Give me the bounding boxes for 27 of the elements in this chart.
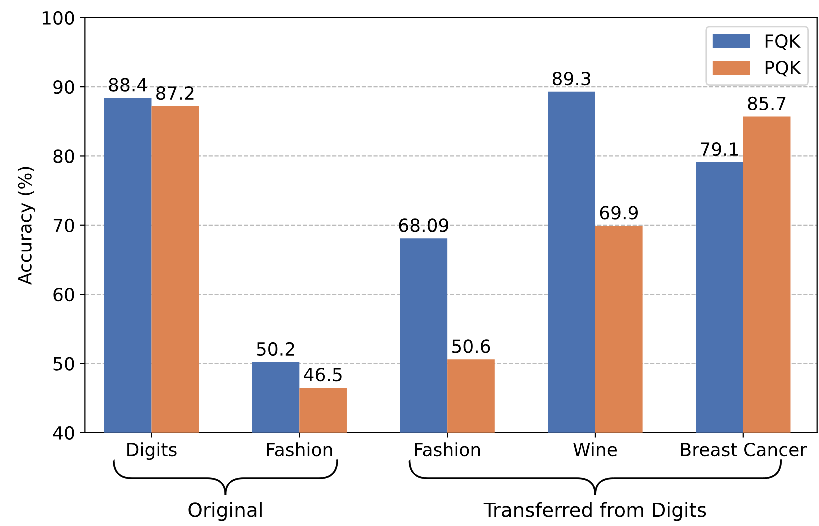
x-tick-label: Fashion [415,442,480,457]
text: Transferred from Digits [484,502,706,522]
y-tick-label: 80 [54,150,74,164]
y-tick-label: 90 [54,80,74,94]
data-label: 50.2 [257,342,294,356]
legend-label: FQK [766,34,801,50]
x-tick-label: Wine [574,442,618,457]
data-label: 88.4 [109,78,148,92]
y-axis-title: Accuracy (%) [18,167,36,285]
data-label: 50.6 [452,340,490,354]
x-tick-label: Digits [128,442,177,460]
x-tick-label: Fashion [267,442,332,457]
legend-label: PQK [766,60,802,77]
data-label: 87.2 [156,86,194,100]
data-label: 89.3 [552,72,590,86]
data-label: 46.5 [304,368,342,382]
text: Original [188,502,262,522]
y-tick-label: 70 [54,218,74,233]
data-label: 79.1 [701,142,738,156]
y-tick-label: 60 [54,288,74,302]
y-tick-label: 100 [42,11,74,25]
data-label: 68.09 [399,218,448,232]
y-tick-label: 50 [54,357,74,371]
data-label: 69.9 [600,206,638,220]
x-tick-label: Breast Cancer [681,442,808,457]
data-label: 85.7 [748,96,786,111]
y-tick-label: 40 [53,426,74,440]
